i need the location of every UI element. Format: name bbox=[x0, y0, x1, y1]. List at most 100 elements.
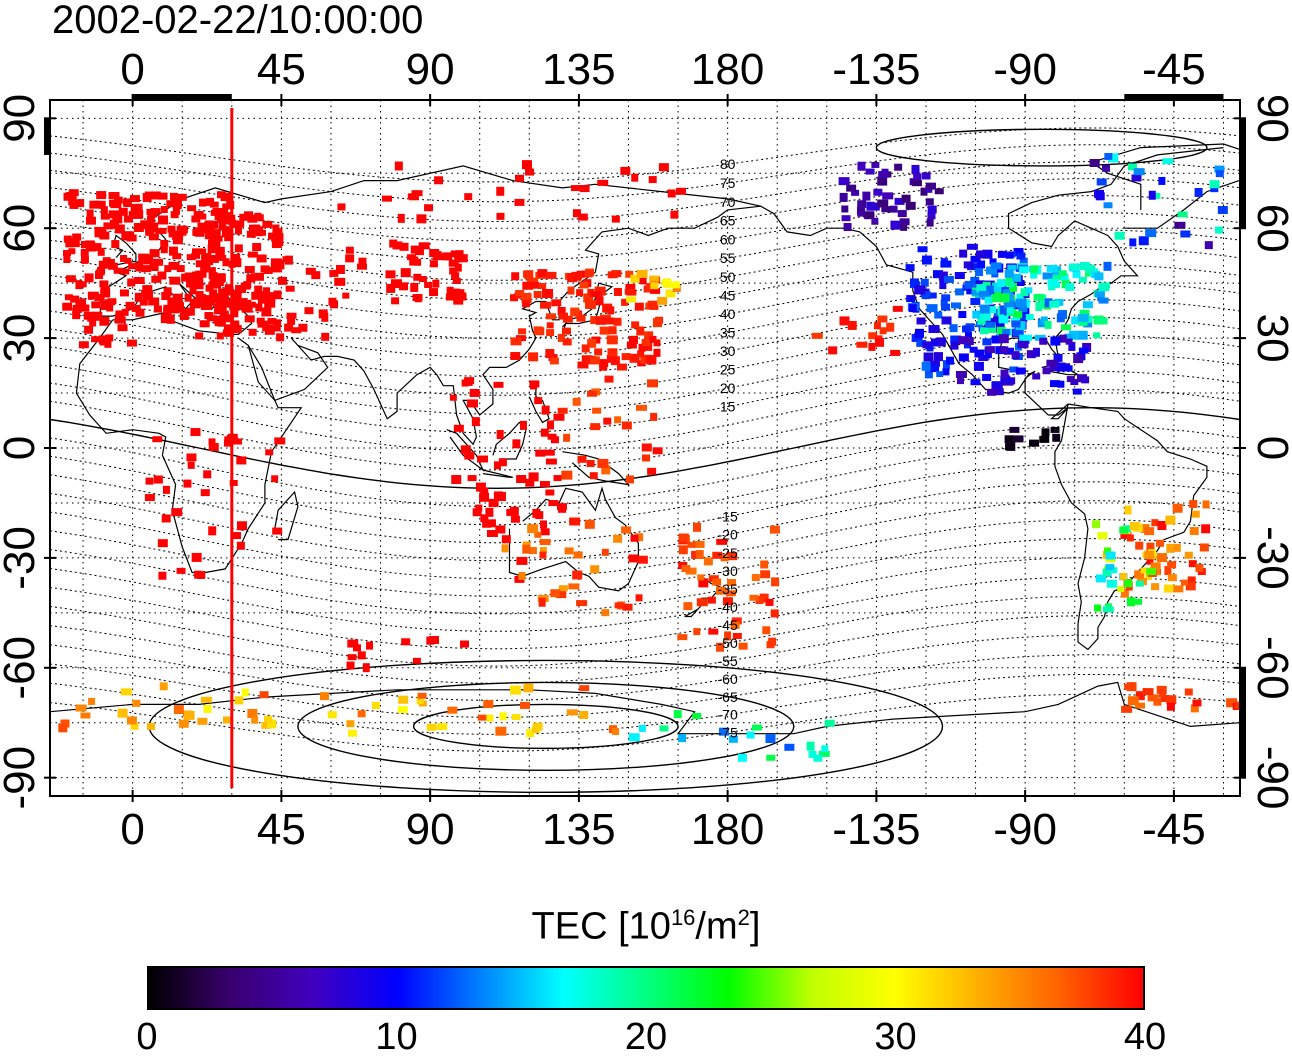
tec-point bbox=[611, 215, 620, 223]
tec-point bbox=[533, 326, 543, 335]
tec-point bbox=[106, 304, 114, 312]
tec-point bbox=[493, 461, 501, 470]
tec-point bbox=[176, 567, 186, 574]
tec-point bbox=[527, 524, 539, 534]
tec-point bbox=[495, 525, 506, 534]
colorbar bbox=[147, 966, 1145, 1010]
tec-point bbox=[203, 258, 214, 266]
tec-point bbox=[204, 295, 212, 303]
tec-point bbox=[653, 348, 661, 357]
tec-point bbox=[771, 577, 780, 587]
tec-point bbox=[522, 299, 531, 308]
tec-point bbox=[224, 299, 236, 308]
tec-point bbox=[597, 179, 609, 186]
tec-point bbox=[592, 407, 602, 414]
tec-point bbox=[68, 248, 76, 255]
tec-point bbox=[990, 262, 1002, 270]
tec-point bbox=[921, 361, 931, 371]
magnetic-lat-label: 55 bbox=[720, 250, 736, 266]
tec-point bbox=[1020, 288, 1029, 297]
tec-point bbox=[658, 163, 669, 172]
tec-point bbox=[1007, 264, 1017, 271]
tec-point bbox=[914, 285, 926, 295]
tec-point bbox=[532, 722, 543, 731]
tec-point bbox=[570, 307, 580, 316]
tec-point bbox=[641, 339, 651, 347]
tec-point bbox=[1174, 221, 1186, 229]
tec-point bbox=[141, 265, 152, 273]
tec-point bbox=[145, 477, 154, 485]
tec-point bbox=[626, 341, 637, 349]
tec-point bbox=[646, 355, 657, 365]
tec-point bbox=[634, 302, 644, 311]
tec-point bbox=[442, 252, 453, 261]
tec-point bbox=[991, 294, 1003, 303]
tec-point bbox=[1068, 263, 1080, 271]
x-tick-label: -45 bbox=[1142, 805, 1206, 854]
tec-point bbox=[1078, 276, 1087, 283]
tec-point bbox=[857, 200, 867, 209]
tec-point bbox=[273, 291, 282, 300]
tec-point bbox=[557, 333, 565, 342]
tec-point bbox=[239, 213, 251, 221]
tec-point bbox=[260, 265, 270, 273]
magnetic-latitude-line bbox=[50, 557, 1240, 632]
tec-point bbox=[234, 696, 243, 705]
tec-point bbox=[118, 207, 128, 216]
tec-point bbox=[445, 293, 456, 301]
tec-point bbox=[635, 594, 643, 602]
tec-point bbox=[892, 305, 903, 312]
y-tick-label: 0 bbox=[0, 436, 44, 460]
tec-point bbox=[321, 332, 330, 341]
tec-point bbox=[58, 723, 68, 733]
tec-point bbox=[501, 535, 511, 544]
tec-point bbox=[521, 292, 532, 300]
tec-point bbox=[401, 638, 411, 646]
tec-point bbox=[366, 641, 374, 650]
tec-point bbox=[208, 240, 217, 248]
tec-point bbox=[449, 267, 458, 275]
tec-point bbox=[943, 275, 954, 283]
tec-point bbox=[969, 346, 978, 353]
tec-point bbox=[871, 217, 879, 225]
tec-point bbox=[678, 545, 688, 555]
tec-point bbox=[100, 300, 109, 310]
tec-point bbox=[1008, 282, 1017, 292]
coastline bbox=[75, 319, 303, 574]
tec-point bbox=[693, 628, 701, 636]
tec-point bbox=[305, 267, 316, 275]
tec-point bbox=[120, 688, 132, 696]
tec-point bbox=[545, 458, 557, 465]
tec-point bbox=[1018, 305, 1028, 313]
tec-point bbox=[1166, 702, 1175, 711]
tec-point bbox=[601, 465, 611, 475]
tec-point bbox=[567, 273, 578, 283]
tec-point bbox=[873, 188, 883, 196]
tec-point bbox=[157, 539, 168, 548]
tec-point bbox=[98, 200, 106, 209]
tec-point bbox=[941, 316, 952, 325]
x-tick-label: 90 bbox=[406, 805, 455, 854]
tec-point bbox=[687, 541, 696, 548]
tec-point bbox=[670, 210, 679, 219]
tec-point bbox=[175, 302, 185, 311]
tec-point bbox=[1153, 697, 1162, 706]
tec-point bbox=[246, 274, 256, 283]
tec-point bbox=[1013, 435, 1024, 443]
tec-point bbox=[929, 360, 940, 367]
tec-point bbox=[176, 225, 187, 234]
tec-point bbox=[928, 325, 940, 334]
tec-point bbox=[727, 579, 737, 587]
tec-point bbox=[131, 304, 141, 312]
tec-point bbox=[643, 341, 653, 351]
tec-point bbox=[63, 235, 72, 243]
tec-point bbox=[247, 214, 258, 223]
tec-point bbox=[572, 209, 581, 218]
tec-point bbox=[1019, 257, 1028, 266]
y-tick-label: -90 bbox=[1248, 746, 1292, 810]
tec-point bbox=[626, 296, 637, 303]
tec-point bbox=[890, 220, 902, 230]
tec-point bbox=[590, 316, 601, 325]
tec-point bbox=[251, 716, 259, 724]
tec-point bbox=[966, 288, 976, 295]
